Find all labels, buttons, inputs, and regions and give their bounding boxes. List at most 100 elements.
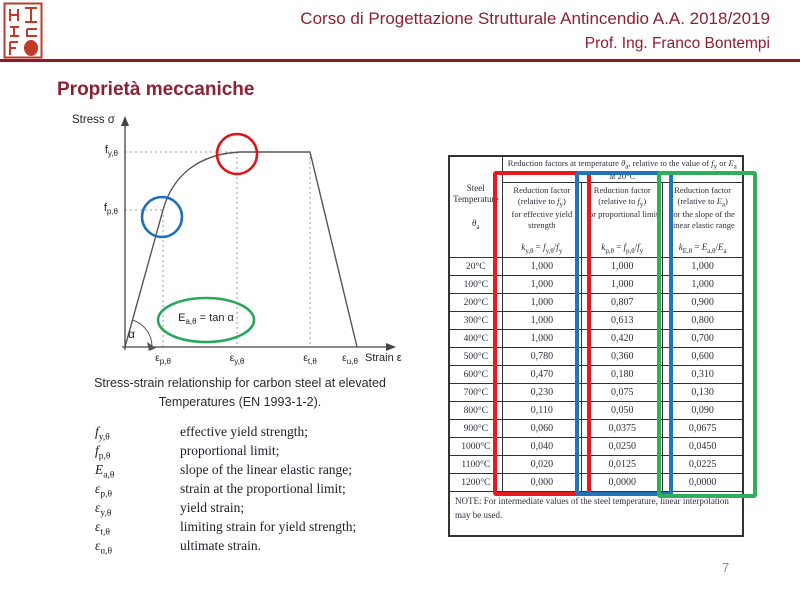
temperature-cell: 1100°C <box>448 455 503 475</box>
table-row: 600°C 0,470 0,180 0,310 <box>448 365 744 385</box>
factor-cell: 0,130 <box>662 383 744 403</box>
span-header-line1: Reduction factors at temperature θa, rel… <box>507 158 737 171</box>
caption-line-1: Stress-strain relationship for carbon st… <box>94 376 386 390</box>
seal-blob <box>24 40 38 56</box>
factor-cell: 0,0125 <box>581 455 664 475</box>
factor-cell: 0,060 <box>501 419 583 439</box>
axes <box>121 116 396 351</box>
factor-cell: 0,040 <box>501 437 583 457</box>
strain-tick-limiting: εt,θ <box>303 352 317 367</box>
column-description: Reduction factor (relative to fy) for effe… <box>511 185 573 230</box>
factor-cell: 1,000 <box>581 275 664 295</box>
column-description: Reduction factor (relative to Ea) for the … <box>670 185 735 230</box>
table-row: 1000°C 0,040 0,0250 0,0450 <box>448 437 744 457</box>
table-row: 20°C 1,000 1,000 1,000 <box>448 257 744 277</box>
temperature-cell: 20°C <box>448 257 503 277</box>
column-header-proportional-limit: Reduction factor (relative to fy) for prop… <box>581 182 664 259</box>
header-divider <box>0 59 800 62</box>
factor-cell: 0,800 <box>662 311 744 331</box>
steel-temperature-header: Steel Temperature θa <box>448 155 503 259</box>
table-row: 1100°C 0,020 0,0125 0,0225 <box>448 455 744 475</box>
fp-label: fp,θ <box>103 202 118 217</box>
factor-cell: 0,310 <box>662 365 744 385</box>
factor-cell: 0,110 <box>501 401 583 421</box>
temperature-cell: 600°C <box>448 365 503 385</box>
table-row: 700°C 0,230 0,075 0,130 <box>448 383 744 403</box>
alpha-label: α <box>128 327 135 341</box>
symbol-description: effective yield strength; <box>180 424 308 439</box>
symbol-row: εy,θ yield strain; <box>95 498 356 519</box>
factor-cell: 0,0675 <box>662 419 744 439</box>
span-header-line2: at 20°C <box>609 171 636 182</box>
factor-cell: 0,600 <box>662 347 744 367</box>
elastic-modulus-formula: Ea,θ = tan α <box>178 312 234 327</box>
factor-cell: 0,807 <box>581 293 664 313</box>
temperature-cell: 300°C <box>448 311 503 331</box>
symbol-row: fy,θ effective yield strength; <box>95 422 356 443</box>
factor-cell: 0,0250 <box>581 437 664 457</box>
symbol-row: Ea,θ slope of the linear elastic range; <box>95 460 356 481</box>
symbol-name: εt,θ <box>95 519 110 538</box>
factor-cell: 0,780 <box>501 347 583 367</box>
factor-cell: 0,700 <box>662 329 744 349</box>
table-row: 900°C 0,060 0,0375 0,0675 <box>448 419 744 439</box>
strain-axis-label: Strain ε <box>365 352 402 364</box>
strain-tick-ultimate: εu,θ <box>342 352 358 367</box>
symbol-name: Ea,θ <box>95 462 115 481</box>
factor-cell: 0,000 <box>501 473 583 493</box>
table-row: 500°C 0,780 0,360 0,600 <box>448 347 744 367</box>
alpha-arc-arrowhead <box>147 342 156 351</box>
factor-cell: 1,000 <box>501 329 583 349</box>
temperature-cell: 700°C <box>448 383 503 403</box>
stress-strain-curve <box>124 151 358 348</box>
factor-cell: 1,000 <box>501 257 583 277</box>
column-formula: kE,θ = Ea,θ/Ea <box>678 242 727 256</box>
page-number: 7 <box>722 560 730 575</box>
factor-cell: 0,050 <box>581 401 664 421</box>
table-note: NOTE: For intermediate values of the ste… <box>448 491 744 537</box>
temperature-cell: 1200°C <box>448 473 503 493</box>
seal-logo <box>3 2 43 59</box>
symbol-description: limiting strain for yield strength; <box>180 519 357 534</box>
temperature-cell: 400°C <box>448 329 503 349</box>
header: Corso di Progettazione Strutturale Antin… <box>150 8 770 53</box>
caption-line-2: Temperatures (EN 1993-1-2). <box>158 394 322 409</box>
table-row: 200°C 1,000 0,807 0,900 <box>448 293 744 313</box>
stress-strain-figure: Stress σ fy,θ fp,θ α Ea,θ = tan α εp,θ ε… <box>60 112 410 372</box>
factor-cell: 0,0225 <box>662 455 744 475</box>
table-span-header: Reduction factors at temperature θa, rel… <box>501 155 744 184</box>
table-row: 300°C 1,000 0,613 0,800 <box>448 311 744 331</box>
stress-strain-diagram <box>121 116 396 351</box>
column-formula: kp,θ = fp,θ/fy <box>601 242 644 256</box>
symbol-name: fy,θ <box>95 424 110 443</box>
page-title: Proprietà meccaniche <box>57 79 255 100</box>
factor-cell: 0,420 <box>581 329 664 349</box>
strain-tick-proportional: εp,θ <box>155 352 171 367</box>
column-description: Reduction factor (relative to fy) for prop… <box>586 185 659 220</box>
temp-header-line1: Steel <box>466 182 485 193</box>
column-header-effective-yield: Reduction factor (relative to fy) for effe… <box>501 182 583 259</box>
factor-cell: 0,180 <box>581 365 664 385</box>
factor-cell: 0,0375 <box>581 419 664 439</box>
factor-cell: 0,090 <box>662 401 744 421</box>
strain-tick-yield: εy,θ <box>229 352 245 367</box>
column-header-elastic-slope: Reduction factor (relative to Ea) for the … <box>662 182 744 259</box>
symbol-name: εy,θ <box>95 500 112 519</box>
figure-caption: Stress-strain relationship for carbon st… <box>65 374 415 412</box>
temperature-cell: 800°C <box>448 401 503 421</box>
factor-cell: 0,0450 <box>662 437 744 457</box>
temperature-cell: 1000°C <box>448 437 503 457</box>
reduction-table-body: 20°C 1,000 1,000 1,000 100°C 1,000 1,000 1,000 2… <box>448 257 744 493</box>
construction-lines <box>125 151 311 347</box>
fy-label: fy,θ <box>104 144 118 159</box>
factor-cell: 0,360 <box>581 347 664 367</box>
factor-cell: 0,075 <box>581 383 664 403</box>
temp-header-symbol: θa <box>472 217 480 231</box>
table-row: 400°C 1,000 0,420 0,700 <box>448 329 744 349</box>
stress-axis-label: Stress σ <box>72 114 115 126</box>
factor-cell: 0,613 <box>581 311 664 331</box>
symbol-description: slope of the linear elastic range; <box>180 462 353 477</box>
symbol-name: εp,θ <box>95 481 113 500</box>
symbol-name: εu,θ <box>95 538 113 557</box>
symbol-legend: fy,θ effective yield strength; fp,θ proport… <box>95 422 357 557</box>
